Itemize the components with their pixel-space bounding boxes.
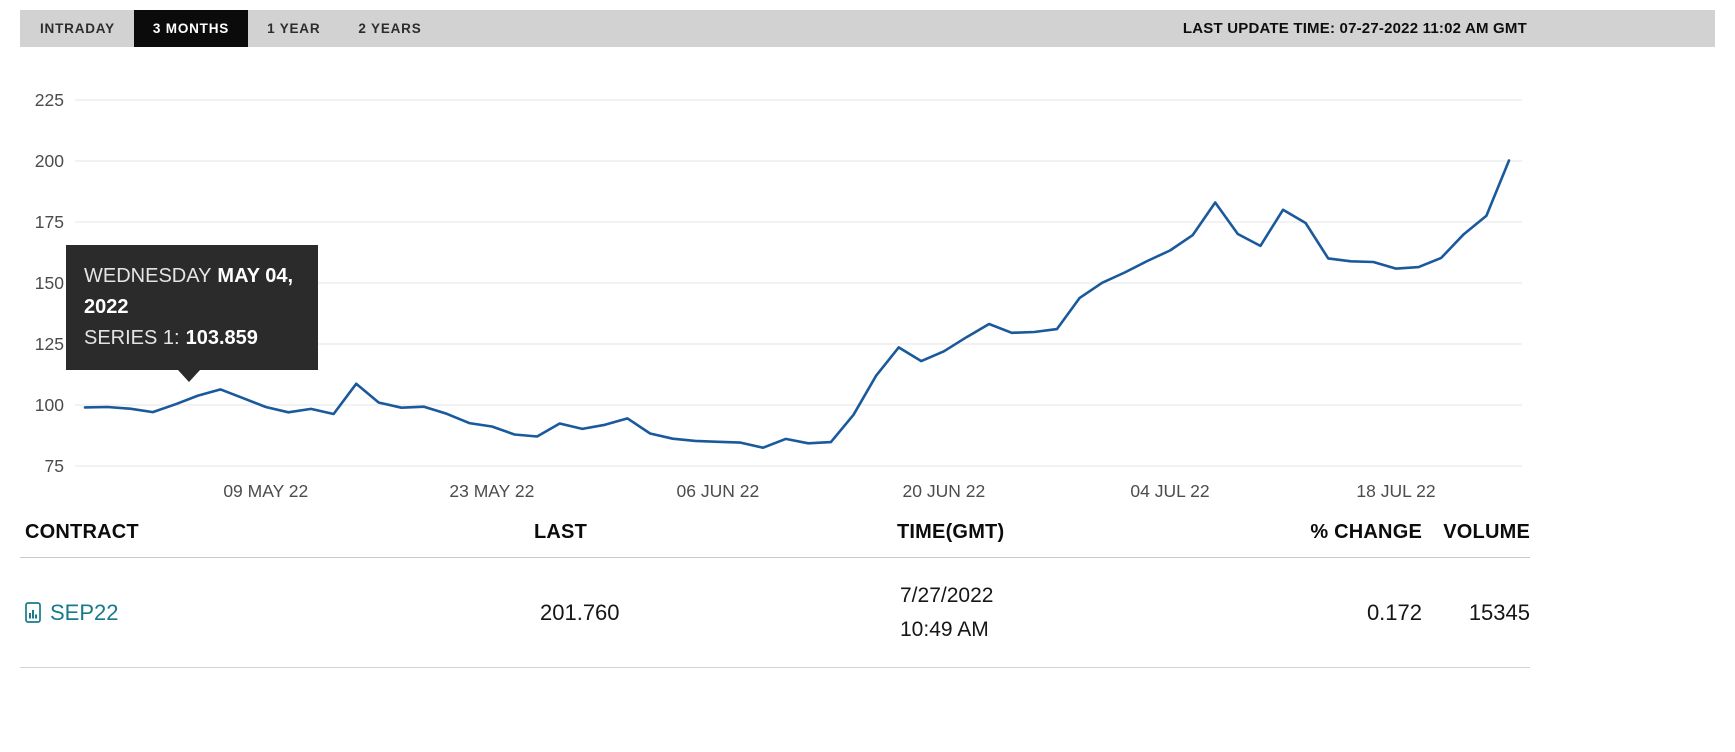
- col-header-pct-change: % CHANGE: [1310, 521, 1422, 543]
- price-line-series[interactable]: [83, 159, 1511, 450]
- tooltip-series-line: SERIES 1: 103.859: [84, 323, 300, 354]
- range-tab-bar: INTRADAY 3 MONTHS 1 YEAR 2 YEARS LAST UP…: [20, 10, 1715, 47]
- last-update-time: LAST UPDATE TIME: 07-27-2022 11:02 AM GM…: [1182, 20, 1527, 37]
- y-axis-label: 200: [35, 151, 64, 171]
- volume-cell: 15345: [1468, 599, 1530, 625]
- table-row: SEP22 201.760 7/27/2022 10:49 AM 0.172 1…: [20, 558, 1530, 668]
- tab-3-months[interactable]: 3 MONTHS: [133, 10, 249, 47]
- x-axis-label: 09 MAY 22: [223, 481, 308, 501]
- col-header-last: LAST: [534, 521, 588, 543]
- contract-cell: SEP22: [20, 600, 510, 626]
- contract-link[interactable]: SEP22: [50, 599, 119, 625]
- time-hour: 10:49 AM: [900, 617, 989, 641]
- price-chart-svg[interactable]: 225 200 175 150 125 100 75 09 MAY 22 23 MAY 22 06…: [20, 60, 1530, 512]
- futures-chart-page: INTRADAY 3 MONTHS 1 YEAR 2 YEARS LAST UP…: [20, 10, 1715, 668]
- tooltip-weekday: WEDNESDAY: [84, 265, 212, 287]
- x-axis-label: 23 MAY 22: [449, 481, 534, 501]
- tooltip-series-value: 103.859: [185, 327, 258, 349]
- x-axis-label: 04 JUL 22: [1130, 481, 1209, 501]
- price-chart: 225 200 175 150 125 100 75 09 MAY 22 23 MAY 22 06…: [20, 60, 1530, 512]
- tooltip-pointer-icon: [178, 370, 200, 382]
- tab-2-years[interactable]: 2 YEARS: [358, 21, 422, 36]
- time-date: 7/27/2022: [900, 583, 994, 607]
- col-header-contract: CONTRACT: [25, 521, 139, 543]
- y-axis-label: 225: [35, 90, 64, 110]
- tab-intraday[interactable]: INTRADAY: [40, 21, 115, 36]
- y-axis-label: 100: [35, 395, 64, 415]
- tooltip-date: MAY 04, 2022: [84, 265, 294, 318]
- range-tabs: INTRADAY 3 MONTHS 1 YEAR 2 YEARS: [20, 10, 441, 47]
- time-cell: 7/27/2022 10:49 AM: [870, 579, 1200, 647]
- col-header-time-gmt: TIME(GMT): [897, 521, 1005, 543]
- futures-table: CONTRACT LAST TIME(GMT) % CHANGE VOLUME …: [20, 512, 1530, 668]
- x-axis-label: 20 JUN 22: [903, 481, 986, 501]
- y-axis-label: 75: [45, 456, 64, 476]
- chart-tooltip: WEDNESDAY MAY 04, 2022 SERIES 1: 103.859: [66, 245, 318, 382]
- y-axis-label: 125: [35, 334, 64, 354]
- tab-1-year[interactable]: 1 YEAR: [267, 21, 321, 36]
- contract-document-icon: [25, 602, 41, 623]
- x-axis-label: 06 JUN 22: [677, 481, 760, 501]
- last-price-cell: 201.760: [540, 599, 620, 625]
- y-axis-label: 150: [35, 273, 64, 293]
- pct-change-cell: 0.172: [1366, 599, 1422, 625]
- tooltip-series-label: SERIES 1:: [84, 327, 180, 349]
- x-axis-label: 18 JUL 22: [1356, 481, 1435, 501]
- y-axis-label: 175: [35, 212, 64, 232]
- col-header-volume: VOLUME: [1443, 521, 1530, 543]
- tooltip-date-line: WEDNESDAY MAY 04, 2022: [84, 261, 300, 323]
- table-header-row: CONTRACT LAST TIME(GMT) % CHANGE VOLUME: [20, 512, 1530, 558]
